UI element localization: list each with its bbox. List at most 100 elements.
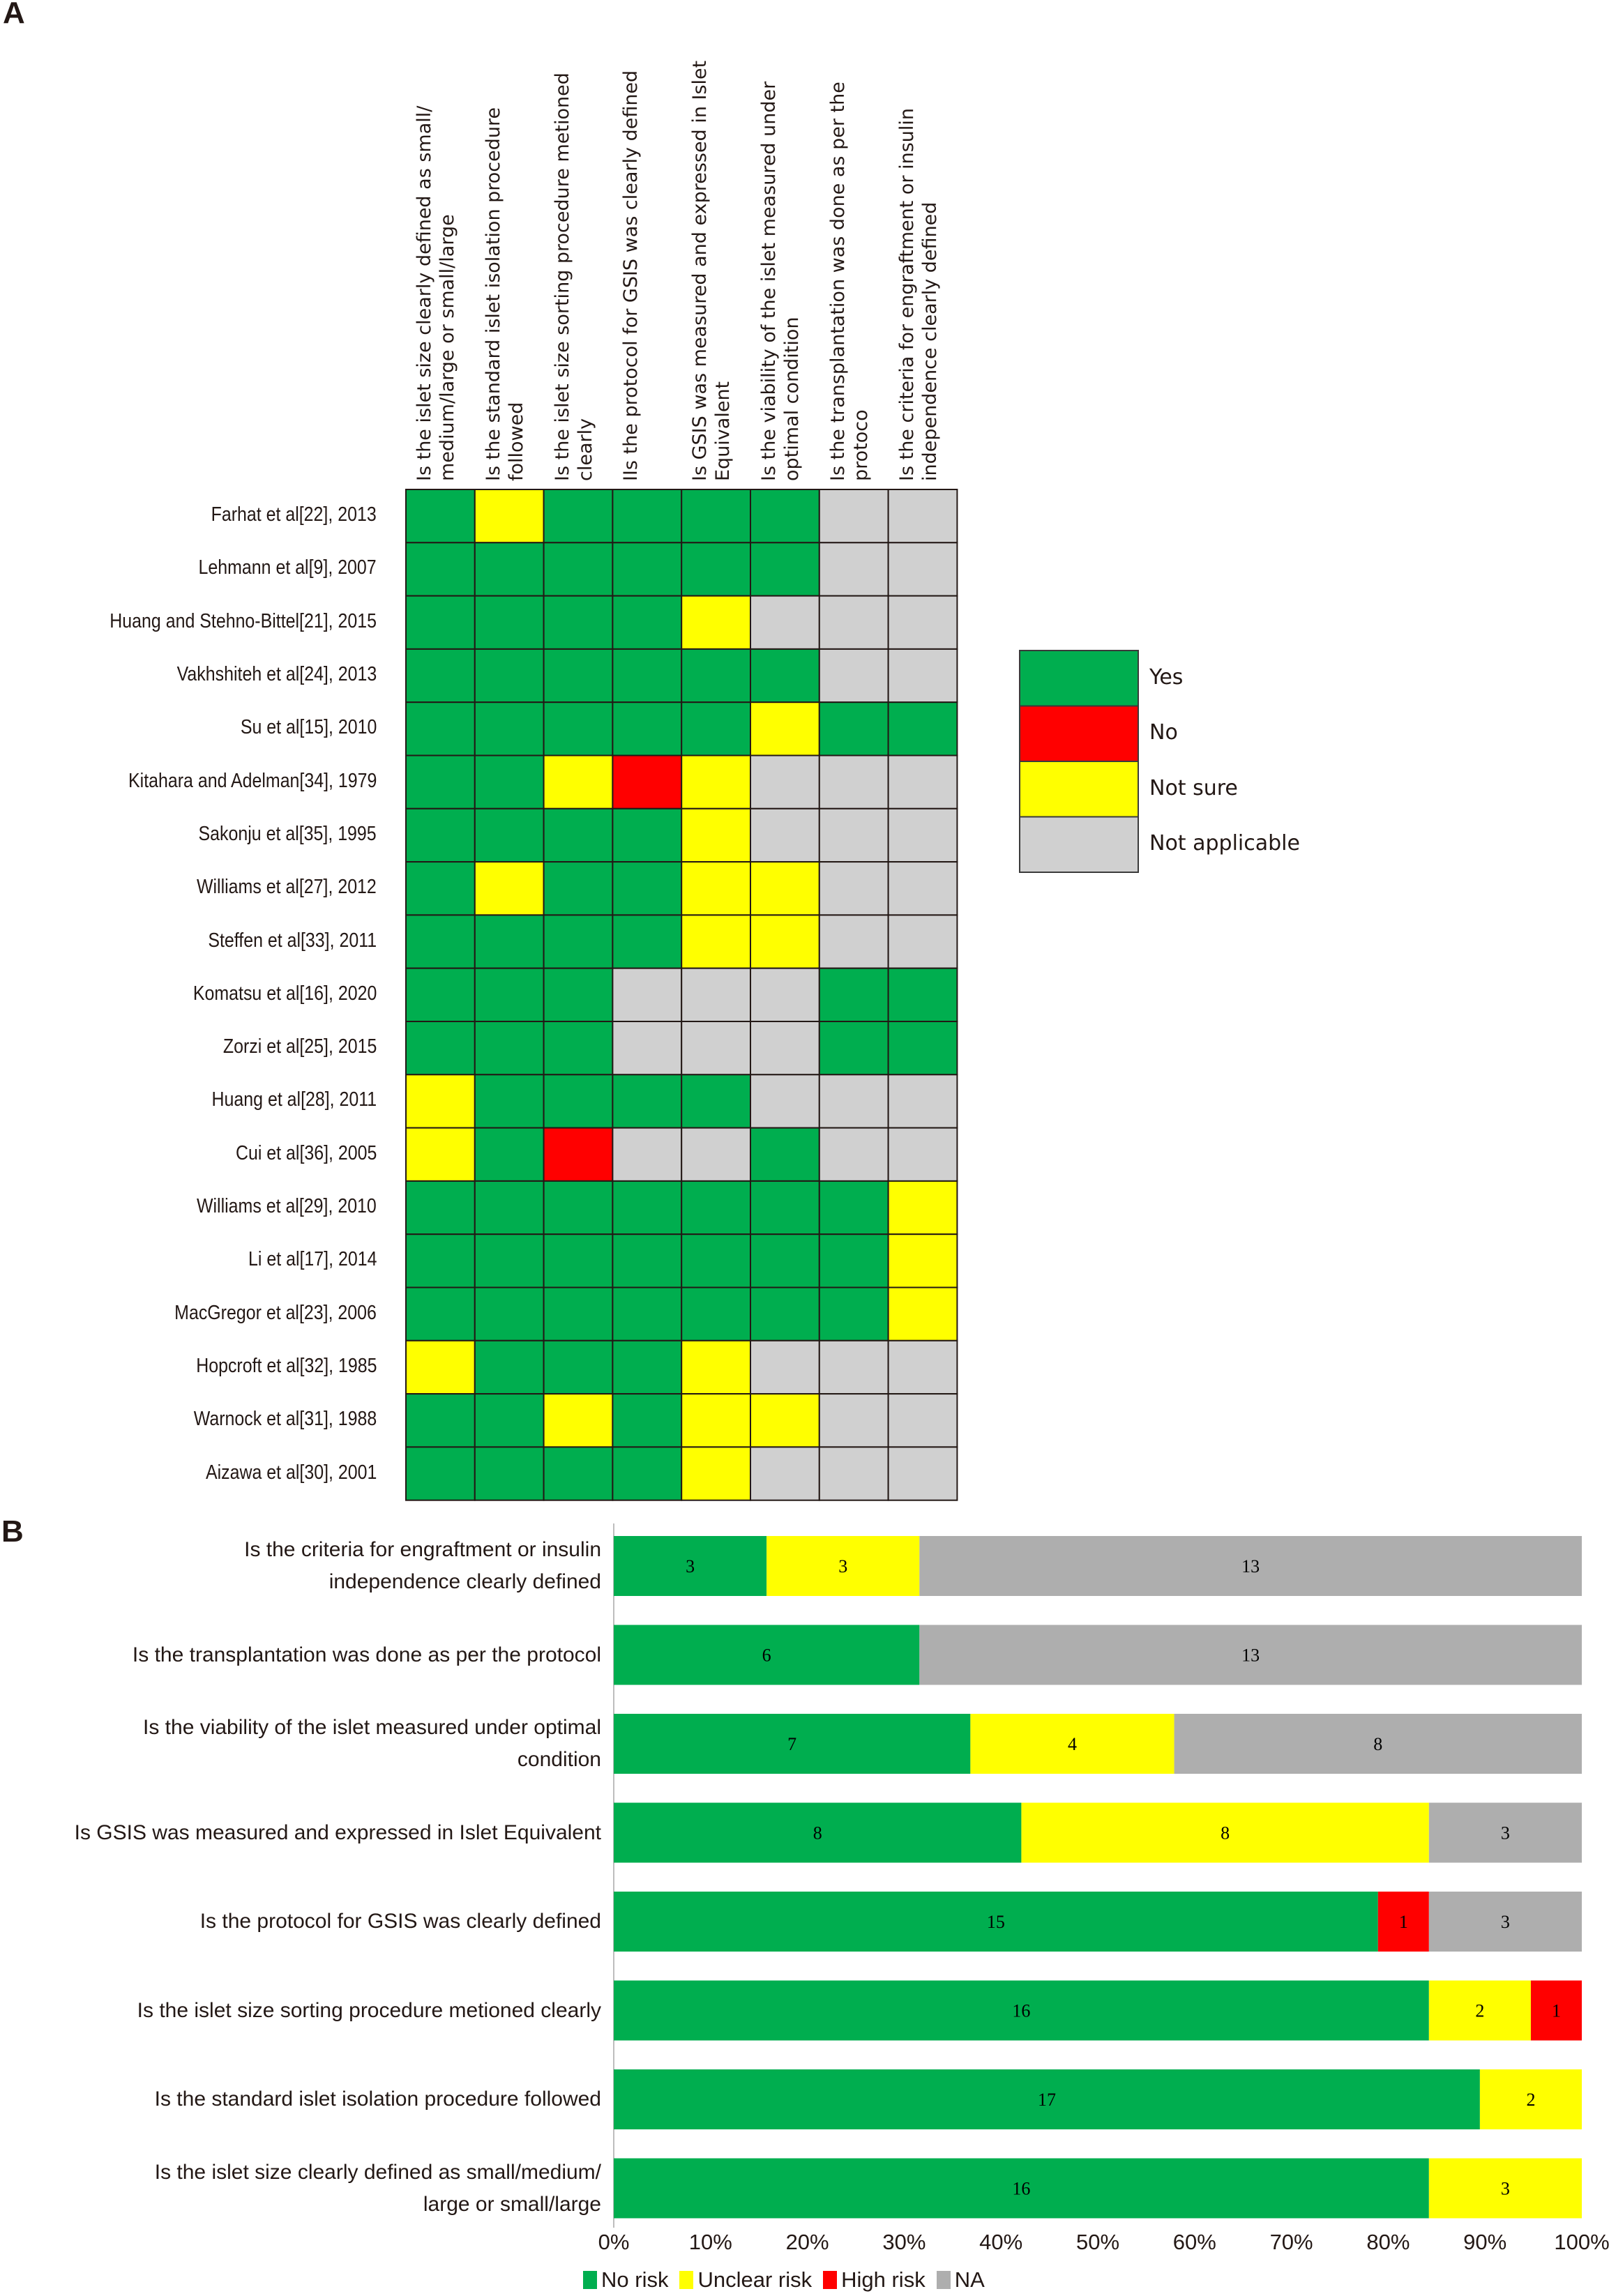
grid-cell [543,1180,614,1236]
study-label: Zorzi et al[25], 2015 [222,1035,377,1058]
grid-cell [681,1180,752,1236]
legend-swatch [1019,705,1139,762]
grid-cell [612,754,683,809]
bar-segment [614,1802,1022,1863]
bar-data-label: 16 [1012,2179,1030,2199]
study-label: Huang et al[28], 2011 [211,1088,377,1111]
legend-swatch [823,2271,838,2289]
grid-cell [405,1393,476,1448]
bar-segment [1530,1980,1582,2041]
study-label: Cui et al[36], 2005 [235,1141,377,1164]
grid-cell [818,861,889,916]
grid-cell [474,1446,545,1501]
grid-cell [818,1180,889,1236]
grid-cell [818,1127,889,1182]
study-label: Williams et al[29], 2010 [197,1195,377,1218]
grid-cell [474,542,545,597]
grid-cell [474,1233,545,1288]
grid-cell [750,807,820,863]
grid-cell [750,1286,820,1341]
bar-data-label: 3 [686,1556,695,1576]
bar-category-line: Is the viability of the islet measured u… [143,1716,601,1739]
grid-cell [681,754,752,809]
grid-cell [681,1074,752,1129]
x-tick-label: 10% [688,2230,732,2254]
grid-cell [750,701,820,757]
grid-cell [681,595,752,650]
grid-cell [543,1233,614,1288]
grid-cell [612,489,683,544]
grid-cell [543,967,614,1022]
bar-category-label: Is the islet size clearly defined as sma… [155,2157,601,2221]
legend-label: Not applicable [1149,831,1300,856]
bar-segment [1428,1980,1531,2041]
grid-cell [405,1127,476,1182]
x-tick-label: 0% [598,2230,630,2254]
grid-cell [887,861,958,916]
bar-data-label: 4 [1068,1734,1077,1754]
grid-cell [887,967,958,1022]
study-label: Sakonju et al[35], 1995 [198,822,377,845]
grid-cell [887,701,958,757]
grid-cell [474,1286,545,1341]
bar-category-line: Is GSIS was measured and expressed in Is… [74,1820,601,1844]
bar-category-label: Is the transplantation was done as per t… [133,1639,601,1671]
bar-category-label: Is the viability of the islet measured u… [143,1712,601,1776]
study-label: Aizawa et al[30], 2001 [205,1461,377,1484]
risk-grid [405,489,1139,1501]
grid-cell [405,1446,476,1501]
grid-cell [887,595,958,650]
panel-label-a: A [3,0,25,30]
bar-segment [1479,2069,1582,2129]
bar-data-label: 3 [838,1556,847,1576]
grid-cell [818,1021,889,1076]
grid-cell [612,1074,683,1129]
grid-cell [681,1286,752,1341]
grid-cell [750,489,820,544]
legend-label: High risk [841,2267,926,2292]
grid-cell [887,648,958,704]
grid-cell [543,1286,614,1341]
grid-cell [750,648,820,704]
grid-cell [818,542,889,597]
row-labels: Farhat et al[22], 2013 Lehmann et al[9], … [0,0,377,1534]
grid-cell [750,1446,820,1501]
grid-cell [543,754,614,809]
grid-cell [612,595,683,650]
bar-segment [1377,1892,1429,1952]
study-label: MacGregor et al[23], 2006 [174,1301,377,1324]
grid-cell [543,1021,614,1076]
grid-cell [474,807,545,863]
grid-cell [474,1339,545,1395]
bar-category-label: Is the protocol for GSIS was clearly def… [200,1906,601,1938]
x-tick-label: 30% [882,2230,926,2254]
grid-cell [750,1127,820,1182]
grid-cell [405,1074,476,1129]
bar-category-label: Is GSIS was measured and expressed in Is… [75,1817,601,1849]
legend-label: NA [954,2267,985,2292]
grid-cell [405,861,476,916]
bar-category-line: Is the protocol for GSIS was clearly def… [199,1910,601,1933]
grid-cell [543,542,614,597]
grid-cell [681,967,752,1022]
grid-cell [681,1339,752,1395]
bar-segment [614,1892,1378,1952]
bar-data-label: 3 [1501,1912,1510,1932]
grid-cell [612,1393,683,1448]
grid-cell [750,861,820,916]
grid-cell [887,1286,958,1341]
grid-cell [681,1393,752,1448]
grid-cell [818,595,889,650]
bar-data-label: 2 [1526,2090,1535,2110]
bar-data-label: 3 [1501,2179,1510,2199]
grid-cell [887,1393,958,1448]
grid-cell [543,807,614,863]
grid-cell [405,1021,476,1076]
grid-cell [887,1446,958,1501]
grid-cell [887,1127,958,1182]
bar-category-line: Is the criteria for engraftment or insul… [244,1538,601,1561]
grid-cell [474,1021,545,1076]
study-label: Vakhshiteh et al[24], 2013 [176,663,377,686]
grid-cell [750,1339,820,1395]
study-label: Su et al[15], 2010 [240,716,377,739]
